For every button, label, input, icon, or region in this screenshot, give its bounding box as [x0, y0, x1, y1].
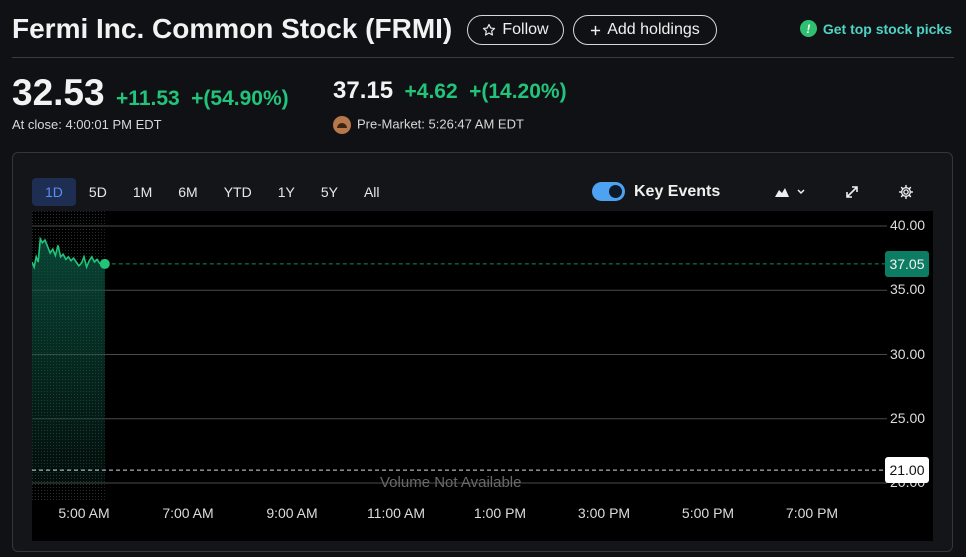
sunrise-icon: [333, 116, 351, 134]
range-5d[interactable]: 5D: [88, 184, 107, 200]
close-time: At close: 4:00:01 PM EDT: [12, 117, 162, 132]
y-tick-label: 25.00: [890, 409, 926, 426]
y-tick-label: 40.00: [890, 217, 926, 233]
x-tick-label: 1:00 PM: [473, 505, 527, 521]
premarket-time: Pre-Market: 5:26:47 AM EDT: [357, 116, 524, 132]
top-stock-picks-link[interactable]: ! Get top stock picks: [799, 20, 952, 37]
quote-header: Fermi Inc. Common Stock (FRMI) Follow Ad…: [0, 0, 966, 58]
key-events-label: Key Events: [634, 182, 721, 200]
mountain-chart-icon: [775, 188, 789, 197]
last-price-dot: [99, 258, 110, 269]
x-tick-label: 5:00 PM: [681, 505, 735, 521]
chart-settings-button[interactable]: [896, 182, 916, 202]
key-events-switch[interactable]: [592, 182, 625, 201]
current-price-badge: 37.05: [885, 250, 929, 277]
add-holdings-button[interactable]: Add holdings: [573, 15, 717, 45]
x-tick-label: 7:00 PM: [785, 505, 839, 521]
expand-arrows-icon: [846, 186, 858, 198]
page-title: Fermi Inc. Common Stock (FRMI): [12, 13, 453, 44]
price-chart: [31, 211, 887, 501]
toggle-knob: [609, 185, 622, 198]
follow-button[interactable]: Follow: [467, 15, 564, 45]
x-tick-label: 9:00 AM: [266, 505, 318, 521]
expand-button[interactable]: [842, 182, 862, 202]
chart-type-dropdown[interactable]: [773, 182, 807, 202]
premarket-price: 37.15: [333, 77, 394, 104]
range-selector: 1D 5D 1M 6M YTD 1Y 5Y All: [32, 178, 393, 206]
x-tick-label: 5:00 AM: [58, 505, 110, 521]
plus-icon: [591, 25, 601, 35]
top-stock-picks-label: Get top stock picks: [822, 20, 952, 37]
price-line: [31, 236, 105, 270]
star-outline-icon: [483, 23, 496, 36]
range-1m[interactable]: 1M: [132, 184, 153, 200]
premarket-change: +4.62: [404, 80, 458, 103]
y-tick-label: 35.00: [890, 281, 926, 298]
follow-label: Follow: [502, 21, 549, 38]
close-quote: 32.53 +11.53 +(54.90%): [12, 72, 289, 114]
range-ytd[interactable]: YTD: [223, 184, 252, 200]
x-tick-label: 11:00 AM: [366, 505, 426, 521]
key-events-toggle[interactable]: Key Events: [592, 182, 720, 201]
range-all[interactable]: All: [363, 184, 380, 200]
add-holdings-label: Add holdings: [607, 21, 700, 38]
range-6m[interactable]: 6M: [178, 184, 198, 200]
price-area: [32, 238, 105, 483]
x-axis: [32, 501, 933, 541]
y-tick-label: 30.00: [890, 345, 926, 362]
premarket-time-row: Pre-Market: 5:26:47 AM EDT: [333, 116, 524, 134]
volume-not-available: Volume Not Available: [380, 474, 522, 491]
close-change-pct: +(54.90%): [191, 87, 289, 110]
range-1d[interactable]: 1D: [32, 178, 76, 206]
range-1y[interactable]: 1Y: [277, 184, 295, 200]
chevron-down-icon: [797, 189, 805, 195]
premarket-quote: 37.15 +4.62 +(14.20%): [333, 77, 567, 105]
x-tick-label: 3:00 PM: [577, 505, 631, 521]
premarket-change-pct: +(14.20%): [469, 80, 567, 103]
range-5y[interactable]: 5Y: [320, 184, 338, 200]
header-divider: [12, 57, 954, 58]
chart-plot-area[interactable]: [31, 211, 933, 501]
x-tick-label: 7:00 AM: [162, 505, 214, 521]
info-badge-icon: !: [799, 20, 817, 37]
close-price: 32.53: [12, 72, 105, 113]
gear-icon: [898, 184, 914, 200]
previous-close-badge: 21.00: [885, 457, 929, 484]
close-change: +11.53: [116, 87, 180, 110]
